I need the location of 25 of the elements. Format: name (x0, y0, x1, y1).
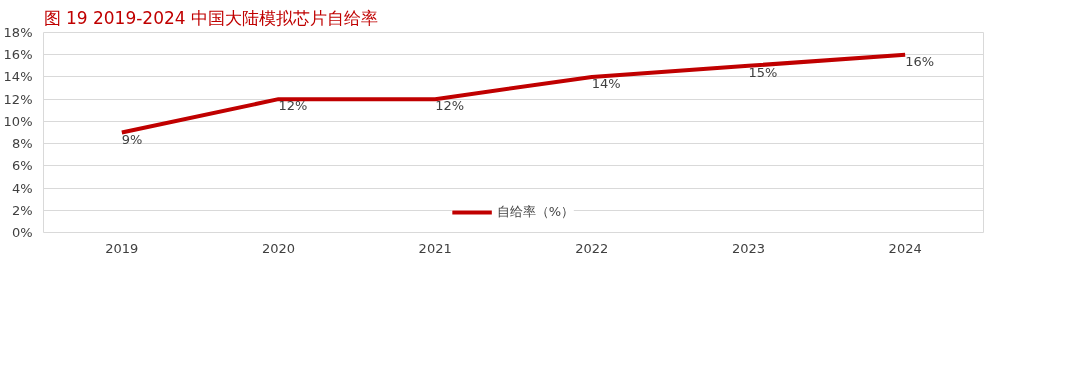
y-tick-label: 8% (11, 136, 33, 152)
y-tick-label: 0% (11, 225, 33, 240)
data-label: 14% (591, 75, 621, 91)
y-tick-label: 12% (3, 91, 33, 107)
x-tick-label: 2021 (418, 240, 452, 256)
chart-title: 图 19 2019-2024 中国大陆模拟芯片自给率 (43, 7, 379, 28)
x-tick-label: 2022 (575, 240, 609, 256)
y-tick-label: 16% (3, 47, 33, 63)
x-tick-label: 2023 (731, 240, 766, 256)
data-label: 12% (278, 98, 308, 114)
y-tick-label: 14% (3, 69, 33, 85)
y-tick-label: 10% (3, 113, 33, 129)
line-series (119, 52, 908, 135)
data-label: 15% (748, 64, 778, 80)
data-label: 9% (121, 131, 143, 147)
legend-label: 自给率（%） (496, 203, 575, 221)
x-tick-label: 2024 (888, 240, 922, 256)
x-tick-label: 2019 (105, 240, 139, 256)
y-tick-label: 6% (11, 158, 33, 174)
y-tick-label: 2% (11, 202, 33, 218)
data-label: 12% (435, 98, 465, 114)
y-tick-label: 4% (11, 180, 33, 196)
data-label: 16% (905, 53, 935, 69)
x-tick-label: 2020 (261, 240, 296, 256)
y-tick-label: 18% (3, 25, 33, 40)
